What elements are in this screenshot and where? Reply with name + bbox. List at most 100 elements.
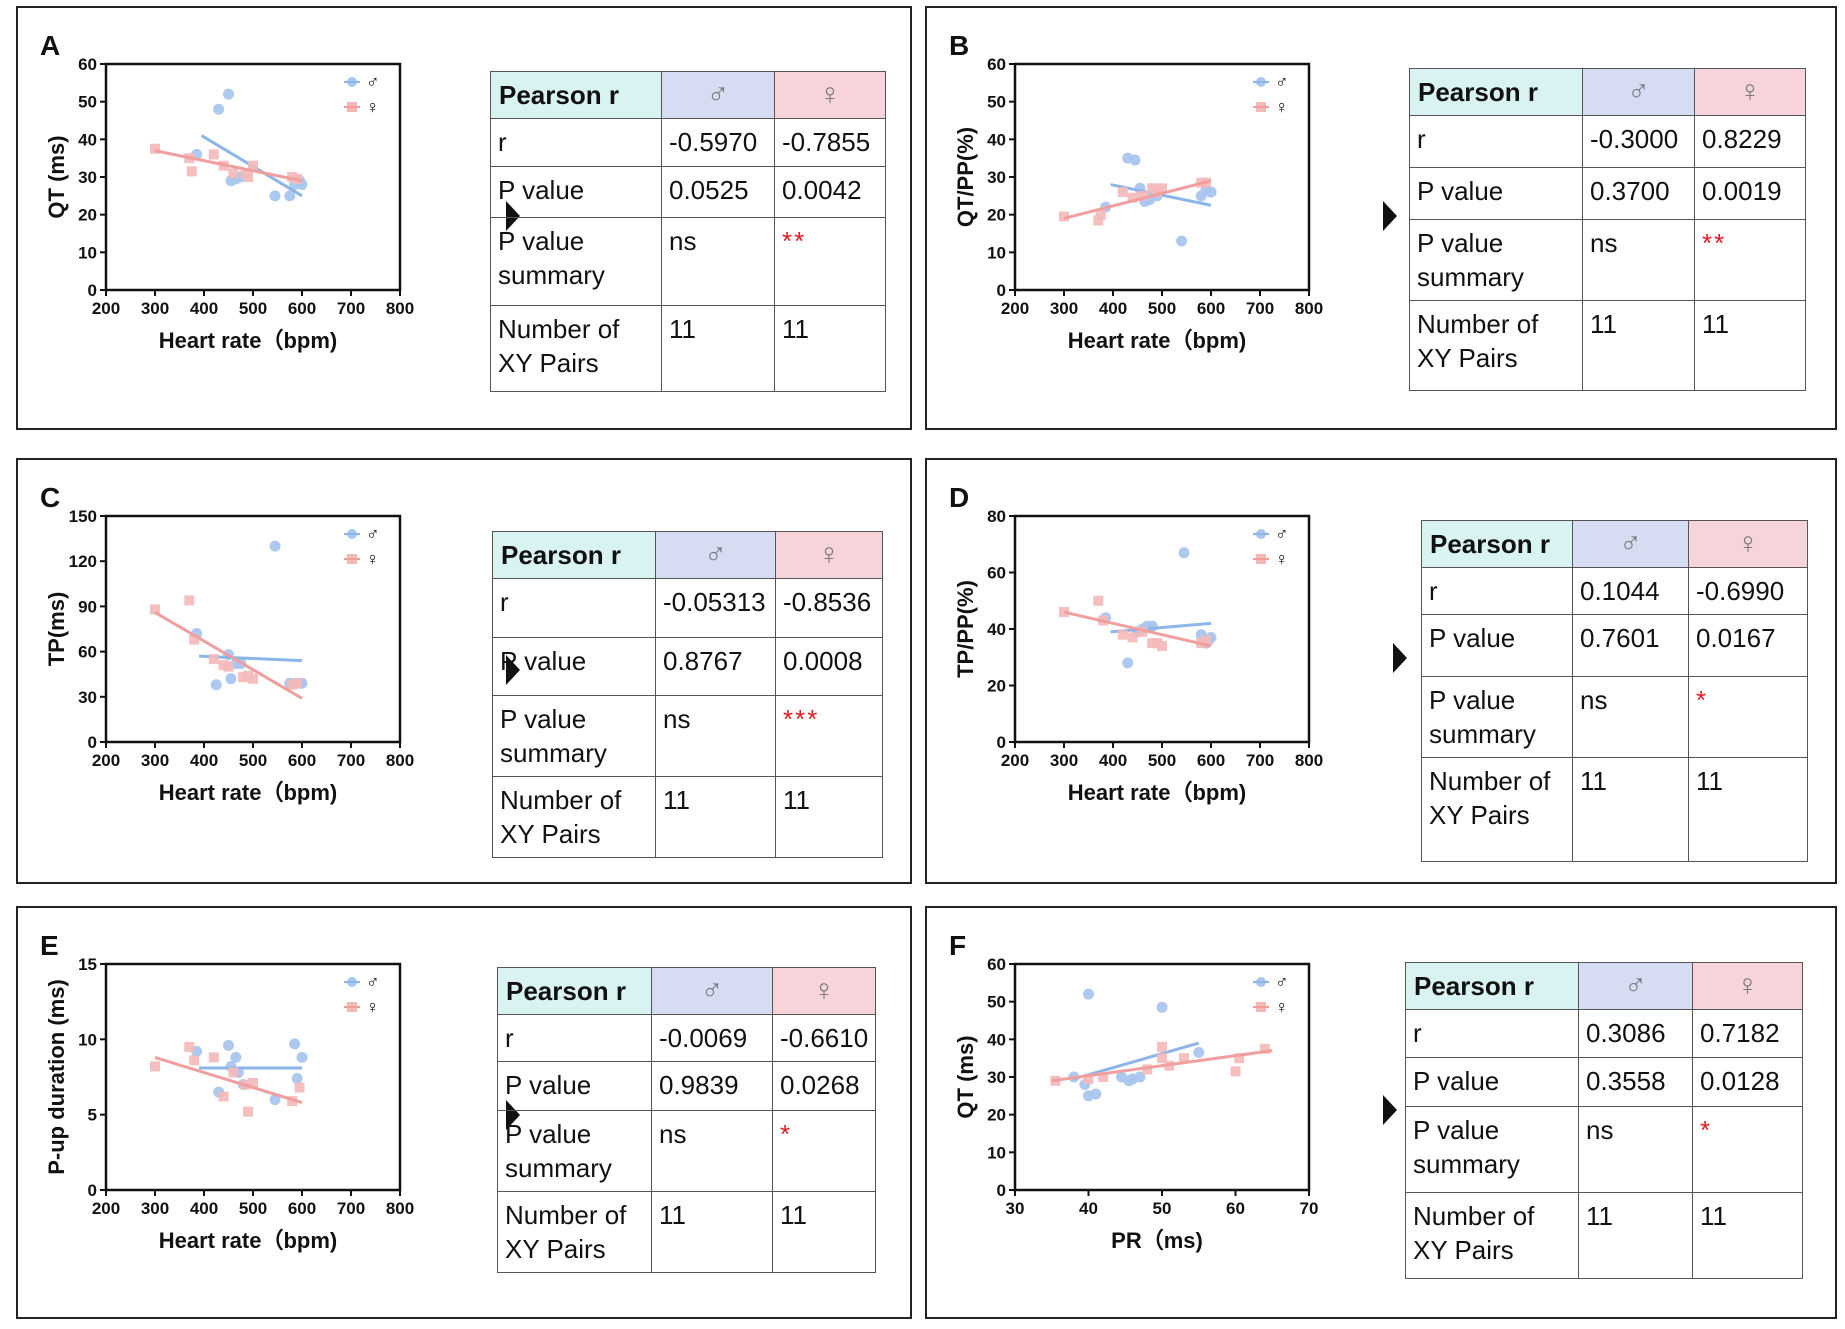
female-fit-line [154,611,303,700]
y-tick-label: 60 [987,955,1006,974]
cell-r-female: 0.8229 [1694,115,1806,168]
y-tick-label: 10 [987,1143,1006,1162]
x-tick-label: 700 [1246,299,1274,318]
cell-r-female: -0.8536 [775,578,883,638]
x-axis-label: Heart rate（bpm) [159,1228,337,1253]
female-point [1157,640,1167,651]
panel-e: E 200 300 400 500 600 700 800 0 5 10 15 Heart rate（… [16,906,912,1319]
female-point [1117,629,1128,640]
header-male-icon: ♂ [1578,962,1693,1010]
female-point [294,1082,305,1093]
scatter-plot: 200 300 400 500 600 700 800 0 10 20 30 40 50 60 Heart … [44,55,414,353]
pearson-table: Pearson r ♂ ♀ r 0.1044 -0.6990 P value 0… [1421,520,1808,862]
male-point [296,1051,308,1063]
female-fit-line [154,1055,303,1105]
panel-letter: E [40,930,59,961]
y-tick-label: 60 [987,55,1006,74]
x-tick-label: 500 [1148,751,1176,770]
x-tick-label: 800 [1295,751,1323,770]
male-point [1122,657,1134,669]
x-tick-label: 300 [141,1199,169,1218]
x-tick-label: 800 [1295,299,1323,318]
x-tick-label: 200 [92,751,120,770]
cell-summary-female: *** [775,695,883,777]
legend-female-icon: ♀ [366,549,380,569]
legend-male-icon: ♂ [1275,524,1289,544]
female-point [1095,209,1106,220]
cell-p-female: 0.0008 [775,637,883,696]
y-tick-label: 30 [78,168,97,187]
female-point [248,673,258,684]
row-label-p: P value [1405,1057,1579,1107]
cell-p-male: 0.9839 [651,1061,773,1111]
y-tick-label: 150 [69,507,97,526]
row-label-summary: P value summary [492,695,656,777]
y-tick-label: 50 [987,93,1006,112]
female-point [1230,1066,1241,1077]
x-tick-label: 700 [337,299,365,318]
cell-pairs-male: 11 [655,776,776,858]
x-tick-label: 500 [1148,299,1176,318]
row-label-r: r [1409,115,1583,168]
cell-summary-male: ns [1572,676,1689,758]
female-point [184,595,195,606]
cell-p-male: 0.8767 [655,637,776,696]
legend-female-icon: ♀ [1275,997,1289,1017]
arrow-icon [1383,201,1397,231]
header-female-icon: ♀ [775,531,883,579]
plot-frame [1013,514,1311,744]
female-point [208,654,219,665]
legend-male-icon: ♂ [366,524,380,544]
cell-summary-male: ns [651,1110,773,1192]
female-point [186,166,197,177]
x-tick-label: 700 [1246,751,1274,770]
y-tick-label: 120 [69,552,97,571]
y-tick-label: 0 [997,733,1006,752]
cell-summary-female: * [1688,676,1808,758]
y-axis-label: QT (ms) [953,1035,978,1118]
x-tick-label: 200 [1001,751,1029,770]
panel-letter: D [949,482,970,513]
female-point [228,168,239,179]
female-point [1127,192,1138,203]
female-point [228,1067,239,1078]
row-label-pairs: Number of XY Pairs [492,776,656,858]
male-point [1176,235,1188,247]
male-point [1193,1047,1205,1059]
male-point [223,1039,234,1051]
y-tick-label: 50 [78,93,97,112]
plot-frame [1013,62,1311,292]
header-pearson: Pearson r [490,71,662,119]
panel-d: D 200 300 400 500 600 700 800 0 20 40 60 80 Heart ra… [925,458,1837,884]
x-axis-label: Heart rate（bpm) [1068,328,1246,353]
x-tick-label: 600 [288,751,316,770]
cell-summary-male: ns [1578,1106,1693,1193]
row-label-summary: P value summary [497,1110,652,1192]
female-fit-line [154,149,303,183]
cell-pairs-female: 11 [772,1191,876,1273]
y-tick-label: 80 [987,507,1006,526]
scatter-plot: 200 300 400 500 600 700 800 0 20 40 60 80 Heart rate… [953,507,1323,805]
cell-r-male: -0.5970 [661,118,775,167]
male-point [230,1051,242,1063]
x-tick-label: 40 [1079,1199,1098,1218]
female-point [189,1055,200,1066]
cell-r-male: 0.3086 [1578,1009,1693,1058]
header-female-icon: ♀ [772,967,876,1015]
header-male-icon: ♂ [651,967,773,1015]
x-tick-label: 500 [239,751,267,770]
cell-r-female: -0.6990 [1688,567,1808,615]
y-tick-label: 40 [987,620,1006,639]
arrow-icon [1383,1095,1397,1125]
female-point [208,149,219,160]
header-female-icon: ♀ [1694,68,1806,116]
y-tick-label: 30 [987,1068,1006,1087]
x-tick-label: 600 [288,299,316,318]
y-tick-label: 50 [987,993,1006,1012]
cell-summary-female: * [772,1110,876,1192]
female-point [150,1061,160,1072]
row-label-p: P value [497,1061,652,1111]
y-tick-label: 10 [987,243,1006,262]
header-female-icon: ♀ [1692,962,1803,1010]
header-pearson: Pearson r [1421,520,1573,568]
